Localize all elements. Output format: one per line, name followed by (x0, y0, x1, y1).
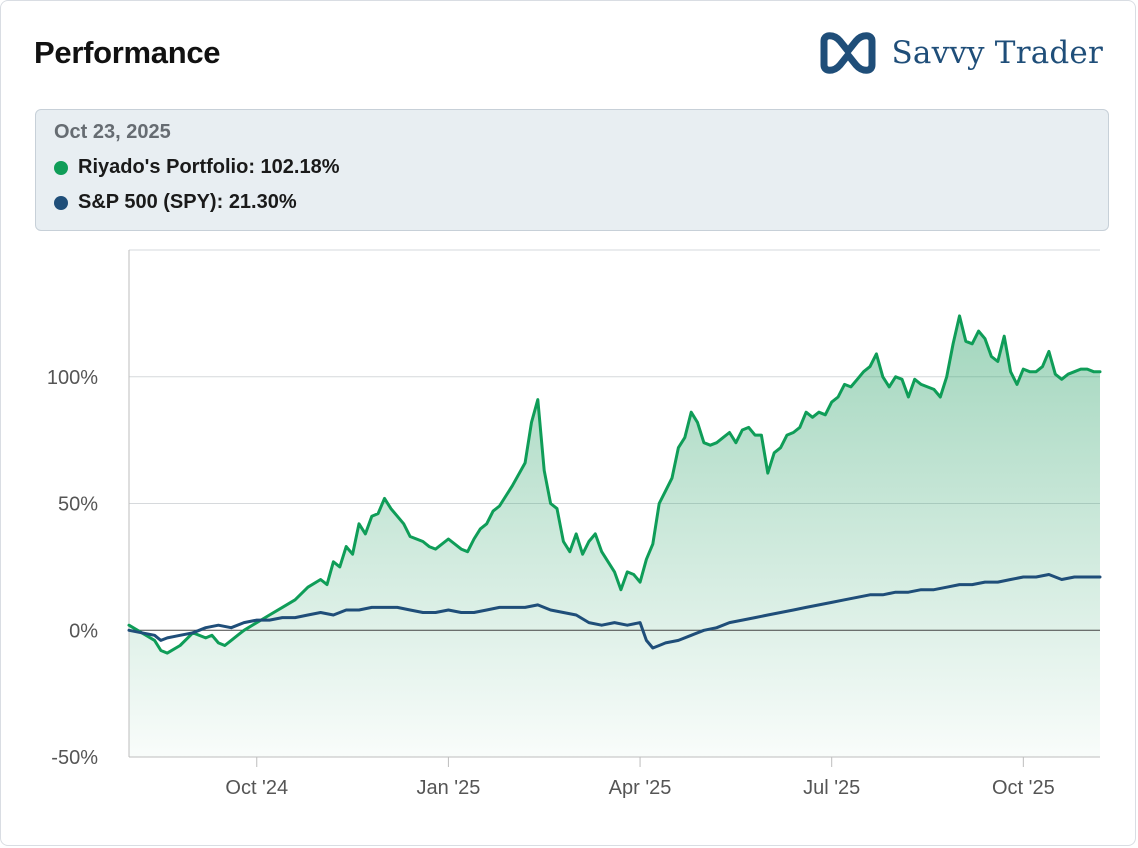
benchmark-line (127, 573, 1102, 650)
tooltip-row-benchmark: S&P 500 (SPY) : 21.30% (54, 191, 1090, 214)
x-tick-label: Apr '25 (609, 777, 672, 799)
y-tick-label: 0% (69, 620, 98, 642)
x-tick-label: Jan '25 (416, 777, 480, 799)
portfolio-line (127, 314, 1102, 655)
portfolio-dot-icon (54, 160, 68, 175)
tooltip-date: Oct 23, 2025 (54, 121, 171, 143)
page-title: Performance (34, 35, 221, 70)
y-tick-label: 50% (58, 494, 98, 516)
tooltip-row-portfolio: Riyado's Portfolio : 102.18% (54, 156, 1090, 179)
brand[interactable]: Savvy Trader (818, 31, 1104, 75)
tooltip-value: 21.30% (228, 191, 297, 213)
portfolio-area (129, 315, 1100, 757)
brand-name: Savvy Trader (891, 35, 1103, 71)
chart-tooltip: Oct 23, 2025 Riyado's Portfolio : 102.18… (35, 109, 1109, 231)
tooltip-value: 102.18% (260, 156, 340, 178)
y-tick-label: 100% (47, 367, 98, 389)
tooltip-label: S&P 500 (SPY) (78, 191, 217, 213)
x-tick-label: Jul '25 (803, 777, 860, 799)
tooltip-separator: : (248, 156, 261, 178)
tooltip-label: Riyado's Portfolio (78, 156, 249, 178)
tooltip-separator: : (216, 191, 229, 213)
x-tick-label: Oct '24 (225, 777, 288, 799)
x-tick-label: Oct '25 (992, 777, 1055, 799)
savvy-trader-logo-icon (820, 32, 875, 74)
benchmark-dot-icon (54, 195, 68, 210)
y-tick-label: -50% (51, 747, 98, 769)
